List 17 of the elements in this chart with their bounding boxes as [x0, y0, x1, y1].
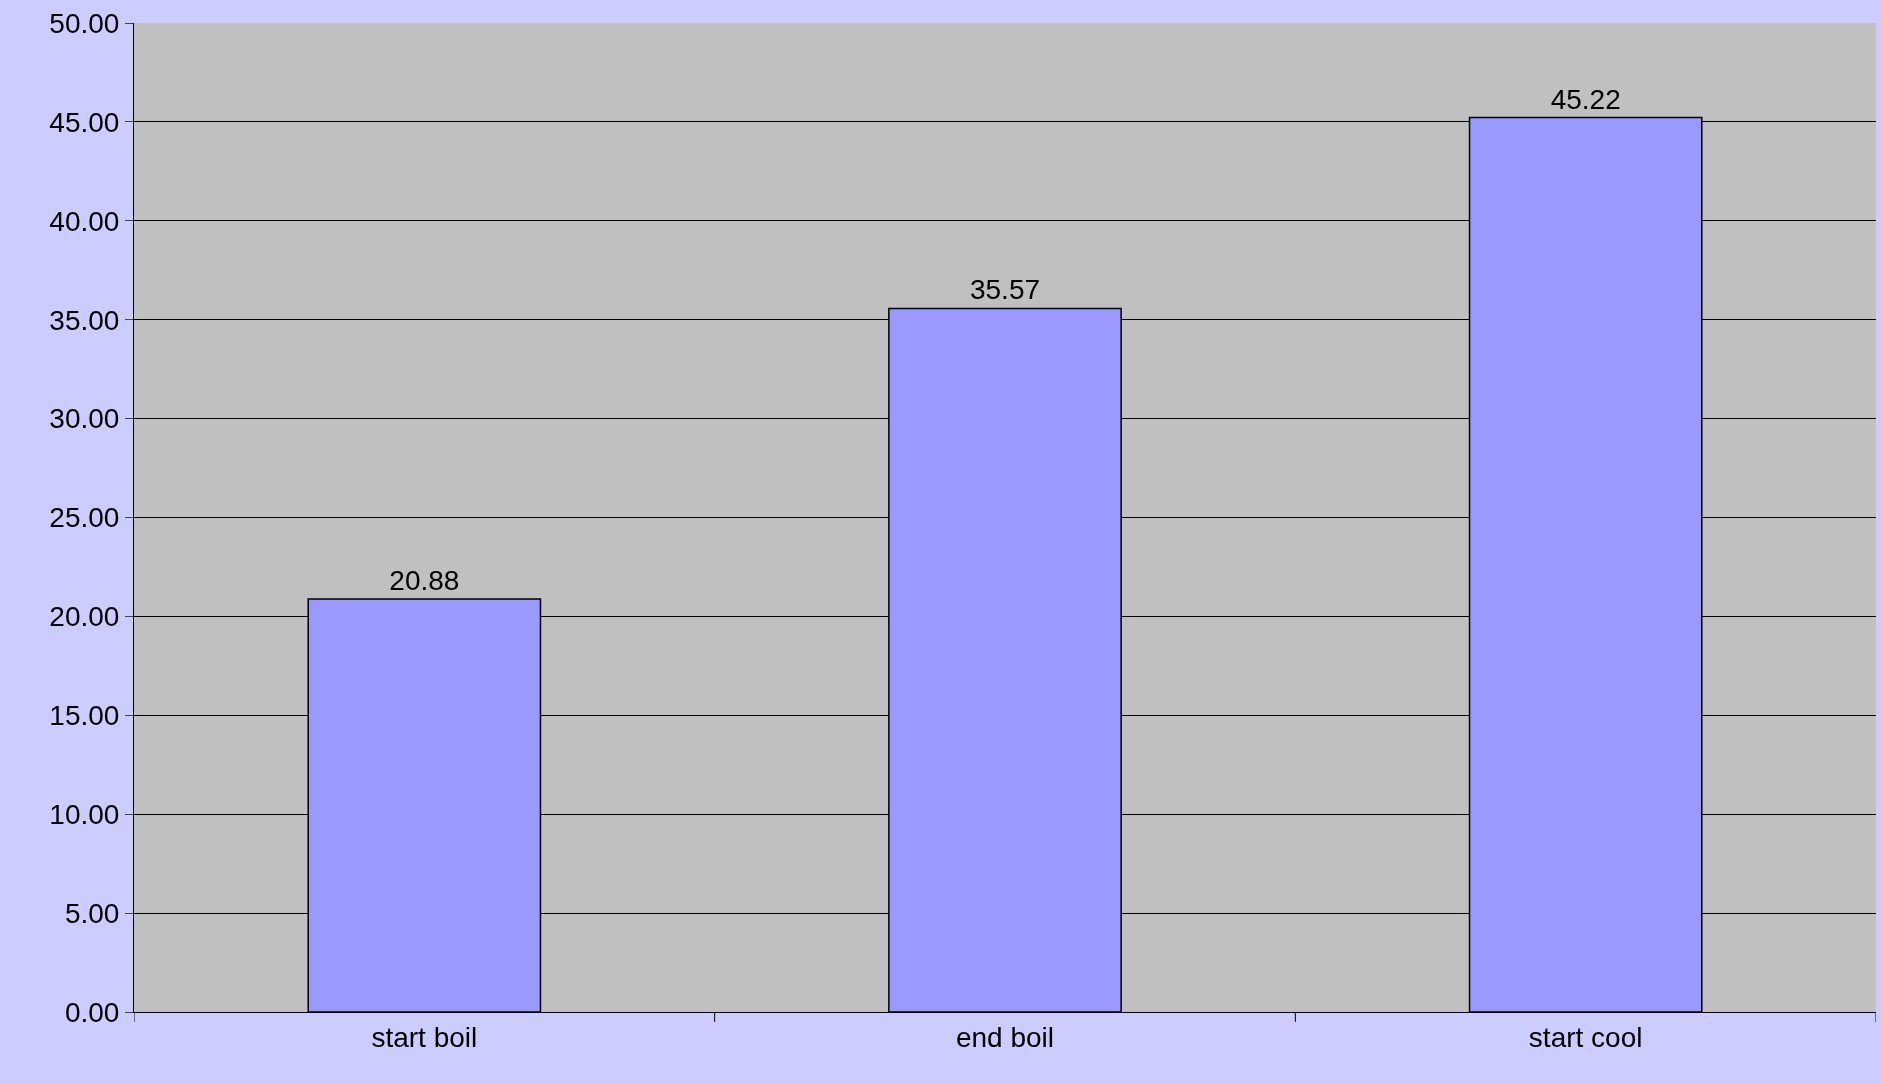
data-label: 35.57	[969, 274, 1041, 306]
y-tick-label: 25.00	[49, 502, 120, 534]
y-tick-label: 30.00	[49, 403, 120, 435]
x-tick-label: start cool	[1528, 1021, 1643, 1053]
y-tick-label: 35.00	[49, 304, 120, 336]
y-tick-label: 10.00	[49, 799, 120, 830]
x-tick-label: end boil	[955, 1021, 1055, 1053]
y-tick-label: 50.00	[49, 7, 120, 39]
x-tick-label: start boil	[371, 1021, 478, 1053]
y-tick-label: 20.00	[49, 601, 120, 633]
y-tick-label: 40.00	[49, 205, 120, 237]
y-tick-label: 5.00	[64, 897, 120, 929]
y-tick-label: 0.00	[64, 996, 120, 1028]
data-label: 45.22	[1550, 83, 1621, 115]
y-tick-label: 15.00	[49, 700, 120, 732]
y-tick-label: 45.00	[49, 106, 120, 138]
data-label: 20.88	[389, 564, 460, 596]
